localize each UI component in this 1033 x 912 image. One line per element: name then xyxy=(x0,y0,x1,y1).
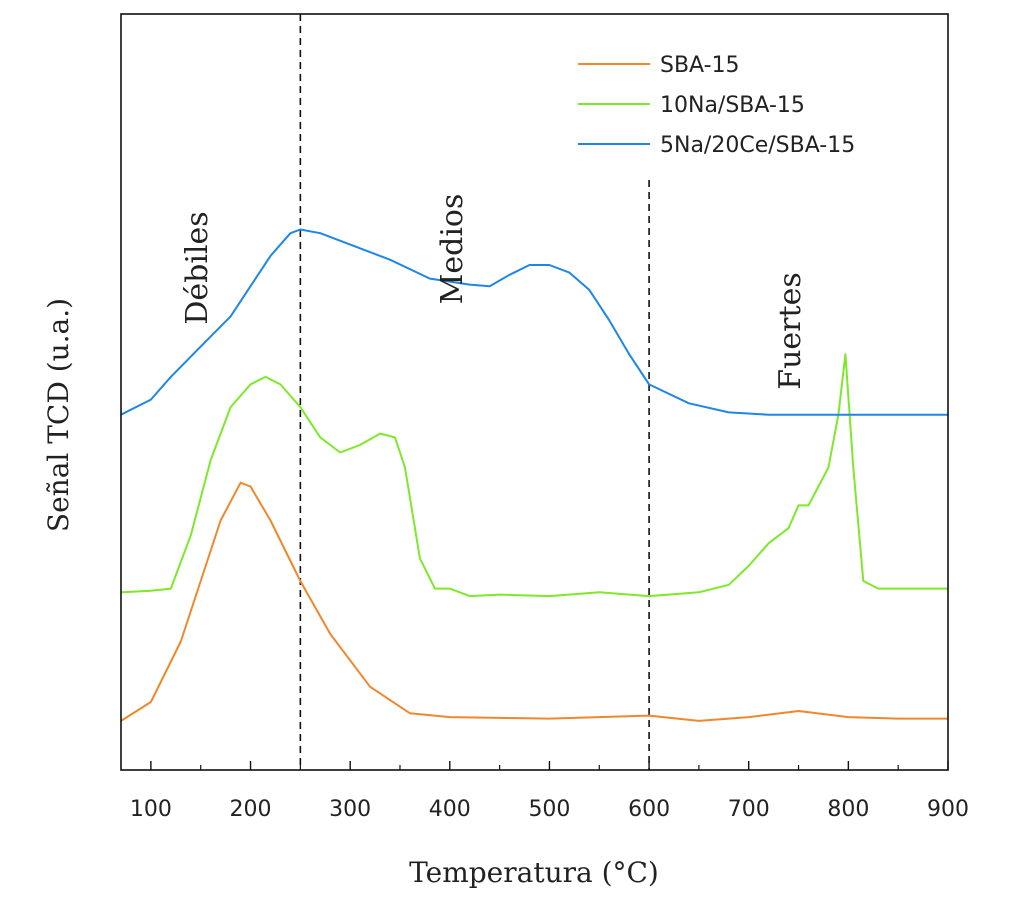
legend-label-5na20ce: 5Na/20Ce/SBA-15 xyxy=(660,133,855,158)
x-tick-label-100: 100 xyxy=(130,797,172,822)
region-label-weak: Débiles xyxy=(180,211,215,324)
x-tick-label-500: 500 xyxy=(528,797,570,822)
x-axis-ticks: 100 200 300 400 500 600 700 800 900 xyxy=(130,761,969,822)
series-lines xyxy=(120,228,948,722)
y-axis-title: Señal TCD (u.a.) xyxy=(42,298,75,532)
x-axis-title: Temperatura (°C) xyxy=(409,856,659,889)
x-tick-label-400: 400 xyxy=(429,797,471,822)
x-tick-label-700: 700 xyxy=(728,797,770,822)
x-tick-label-800: 800 xyxy=(827,797,869,822)
x-tick-label-300: 300 xyxy=(329,797,371,822)
legend: SBA-15 10Na/SBA-15 5Na/20Ce/SBA-15 xyxy=(578,53,855,158)
region-dividers xyxy=(299,14,650,770)
region-label-strong: Fuertes xyxy=(773,272,808,389)
x-tick-label-600: 600 xyxy=(628,797,670,822)
plot-frame xyxy=(120,13,949,771)
x-tick-label-200: 200 xyxy=(230,797,272,822)
region-label-medium: Medios xyxy=(435,194,470,305)
series-line-10na-sba-15 xyxy=(120,353,948,598)
series-line-5na-20ce-sba-15 xyxy=(120,228,948,416)
legend-label-10na: 10Na/SBA-15 xyxy=(660,93,805,118)
series-line-sba-15 xyxy=(120,481,948,722)
x-tick-label-900: 900 xyxy=(927,797,969,822)
legend-label-sba15: SBA-15 xyxy=(660,53,740,78)
